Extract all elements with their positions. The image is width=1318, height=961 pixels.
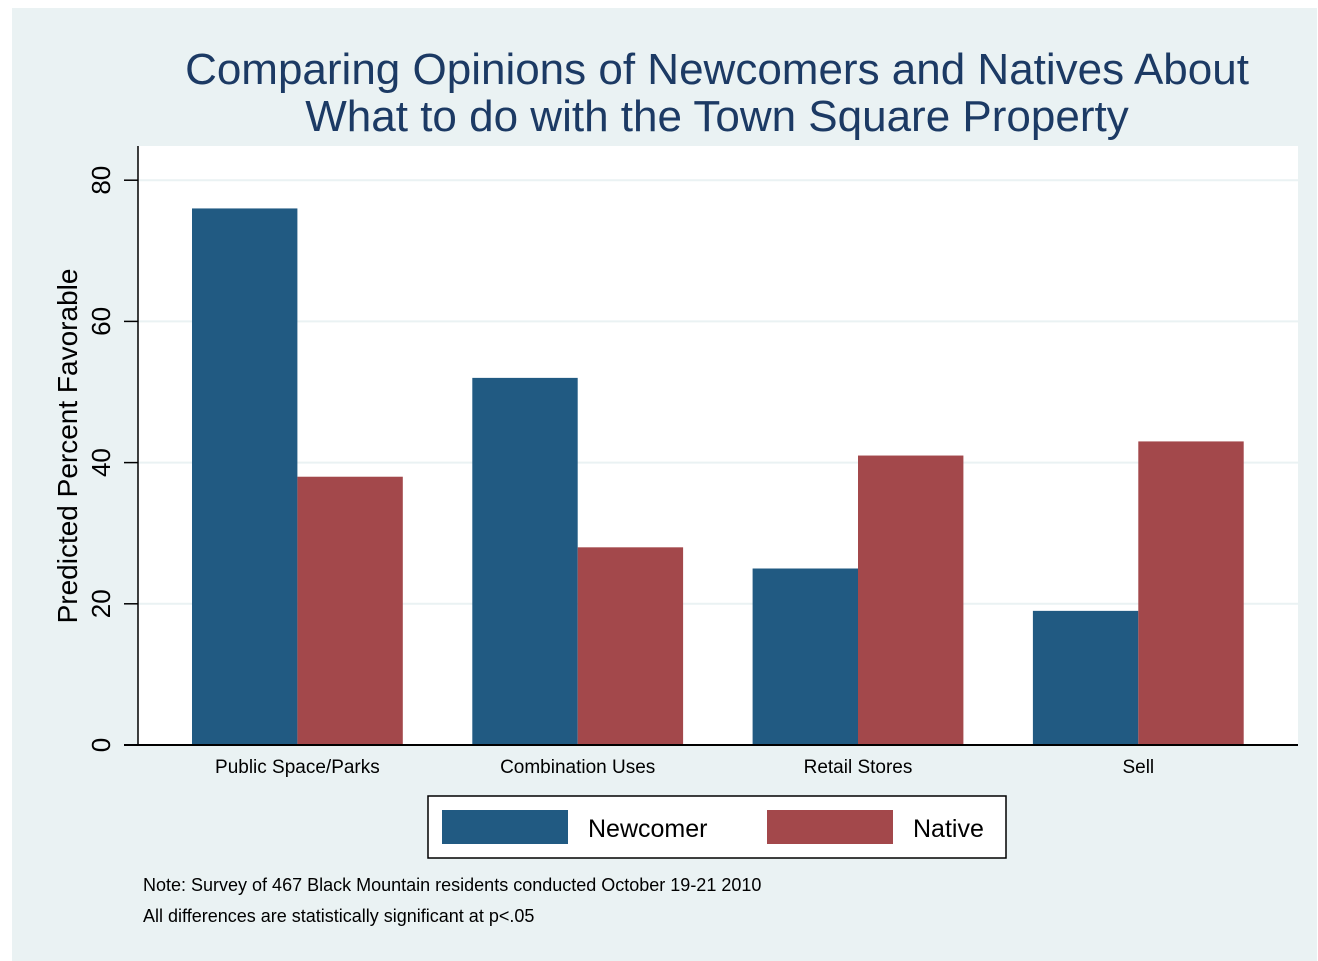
legend-swatch-newcomer	[442, 810, 568, 844]
legend-label-native: Native	[913, 815, 984, 843]
chart-title-line-1: Comparing Opinions of Newcomers and Nati…	[185, 45, 1249, 94]
y-tick-label-60: 60	[86, 307, 116, 336]
bar-native-3	[858, 455, 964, 745]
bar-newcomer-3	[752, 568, 858, 745]
y-axis-label: Predicted Percent Favorable	[52, 269, 83, 624]
bar-newcomer-4	[1032, 610, 1139, 745]
chart-title-line-2: What to do with the Town Square Property	[305, 92, 1128, 141]
note-line-2: All differences are statistically signif…	[143, 906, 534, 926]
bar-native-4	[1138, 441, 1244, 745]
y-tick-label-80: 80	[86, 166, 116, 195]
x-category-label-4: Sell	[1122, 757, 1154, 778]
bar-newcomer-2	[472, 377, 578, 745]
bar-newcomer-1	[192, 208, 298, 745]
x-category-label-1: Public Space/Parks	[215, 757, 380, 778]
legend-swatch-native	[767, 810, 893, 844]
y-tick-label-40: 40	[86, 448, 116, 477]
x-category-label-2: Combination Uses	[500, 757, 655, 778]
y-tick-label-0: 0	[86, 738, 116, 752]
note-line-1: Note: Survey of 467 Black Mountain resid…	[143, 875, 761, 895]
y-axis-ticks: 0 20 40 60 80	[86, 166, 138, 752]
legend-label-newcomer: Newcomer	[588, 815, 707, 843]
y-tick-label-20: 20	[86, 589, 116, 618]
bar-native-2	[577, 547, 684, 745]
x-category-label-3: Retail Stores	[804, 757, 913, 778]
x-axis-labels: Public Space/Parks Combination Uses Retail…	[215, 757, 1154, 778]
bar-native-1	[297, 476, 403, 745]
bars	[192, 208, 1244, 745]
legend-box	[427, 795, 1007, 859]
